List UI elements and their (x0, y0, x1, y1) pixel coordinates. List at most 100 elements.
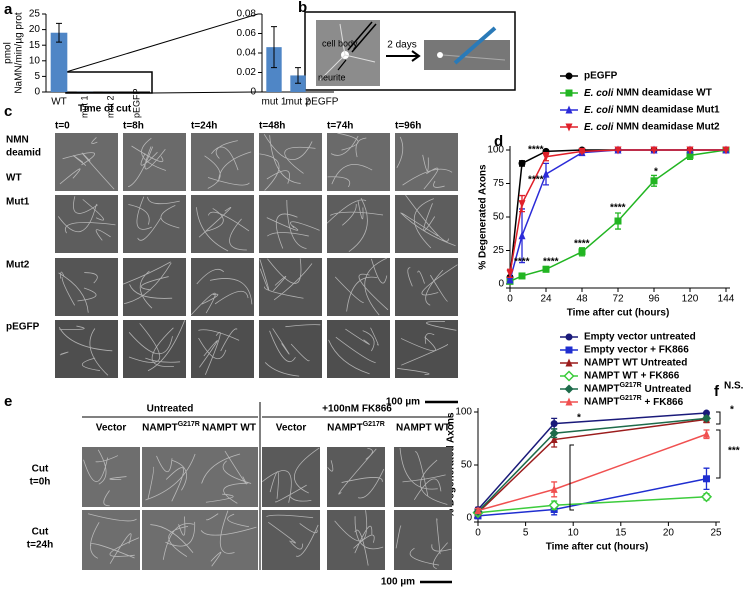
column-label: t=74h (327, 121, 353, 132)
micrograph (191, 258, 254, 316)
marker (518, 272, 526, 280)
panel-label: e (4, 393, 12, 410)
micrograph (191, 320, 254, 378)
significance-bracket (716, 429, 721, 479)
y-tick-label: 0.02 (237, 67, 257, 78)
annotation: **** (528, 145, 544, 156)
neurite-trace (327, 447, 385, 499)
row-label: WT (6, 173, 22, 184)
x-tick-label: mut 2 (105, 95, 115, 118)
x-tick-label: mut 2 (285, 97, 310, 108)
annotation: * (577, 413, 581, 424)
neurite-trace (326, 197, 384, 253)
neurite-trace (399, 447, 448, 505)
error-bar (56, 22, 62, 43)
legend-label: NAMPTG217R Untreated (584, 382, 691, 395)
marker (518, 231, 526, 240)
neurite-trace (83, 449, 127, 507)
column-label: NAMPTG217R (142, 421, 200, 434)
x-tick-label: pEGFP (306, 97, 339, 108)
x-tick-label: 48 (576, 294, 588, 305)
y-axis-label: % Degenerated Axons (478, 164, 489, 270)
panel-label: f (714, 383, 720, 400)
arrow (386, 50, 421, 62)
column-label: t=48h (259, 121, 285, 132)
series-line (509, 149, 727, 283)
panel-label: a (4, 1, 13, 18)
marker (565, 89, 573, 97)
y-tick-label: 0.06 (237, 28, 257, 39)
marker (702, 429, 710, 438)
row-label: t=24h (27, 540, 53, 551)
marker (614, 146, 622, 155)
y-tick-label: 100 (455, 407, 472, 418)
x-axis-label: Time after cut (hours) (546, 542, 649, 553)
legend-label: pEGFP (584, 71, 618, 82)
neurite-trace (328, 327, 379, 375)
neurite-trace (327, 132, 373, 188)
legend-label: Empty vector untreated (584, 332, 696, 343)
marker (542, 265, 550, 273)
marker (565, 346, 573, 354)
marker (542, 169, 550, 178)
marker (702, 409, 710, 417)
legend-label: NAMPT WT + FK866 (584, 371, 680, 382)
x-tick-label: 0 (507, 294, 513, 305)
y-tick-label: 25 (29, 9, 41, 20)
y-axis-label: pmol (3, 42, 14, 64)
marker (565, 123, 573, 132)
column-label: Vector (96, 423, 127, 434)
y-tick-label: 25 (493, 245, 505, 256)
neurite-trace (122, 261, 173, 309)
marker (614, 217, 622, 225)
neurite-trace (407, 264, 458, 306)
row-label: Cut (32, 527, 49, 538)
neurite-trace (259, 258, 313, 301)
y-tick-label: 50 (461, 460, 473, 471)
column-label: NAMPTG217R (327, 421, 385, 434)
marker (474, 506, 482, 515)
neurite-trace (58, 325, 113, 376)
micrograph (191, 195, 254, 253)
x-tick-label: mut 1 (261, 97, 286, 108)
micrograph (327, 258, 390, 316)
y-tick-label: 75 (493, 178, 505, 189)
marker (701, 413, 711, 423)
y-tick-label: 0 (250, 87, 256, 98)
x-tick-label: 72 (612, 294, 624, 305)
legend-label: E. coli NMN deamidase Mut1 (584, 105, 720, 116)
y-tick-label: 0.08 (237, 9, 257, 20)
micrograph (395, 133, 458, 191)
arrow-label: 2 days (387, 40, 416, 51)
neurite-trace (334, 257, 389, 316)
neurite-trace (397, 321, 457, 376)
panel-label: c (4, 103, 12, 120)
group-rule (82, 402, 452, 570)
y-tick-label: 100 (487, 145, 504, 156)
marker (506, 269, 514, 278)
y-tick-label: 0 (34, 87, 40, 98)
column-label: Vector (276, 423, 307, 434)
row-label: Mut1 (6, 197, 30, 208)
column-label: t=0 (55, 121, 70, 132)
legend-label: NAMPTG217R + FK866 (584, 395, 684, 408)
neurite-trace (266, 514, 319, 557)
micrograph (327, 320, 390, 378)
neurite-trace (200, 510, 257, 567)
marker (650, 146, 658, 155)
marker (722, 146, 730, 155)
x-tick-label: 10 (568, 528, 580, 539)
neurite-trace (395, 518, 452, 570)
neurite-trace (204, 140, 252, 189)
significance-bracket (716, 411, 721, 425)
micrograph (191, 133, 254, 191)
neurite-trace (334, 510, 384, 566)
x-tick-label: 25 (710, 528, 722, 539)
neurite-trace (127, 137, 167, 188)
x-tick-label: mut 1 (79, 95, 89, 118)
row-label: deamid (6, 148, 41, 159)
micrograph (123, 195, 186, 253)
micrograph (200, 510, 258, 570)
annotation: N.S. (724, 381, 744, 392)
